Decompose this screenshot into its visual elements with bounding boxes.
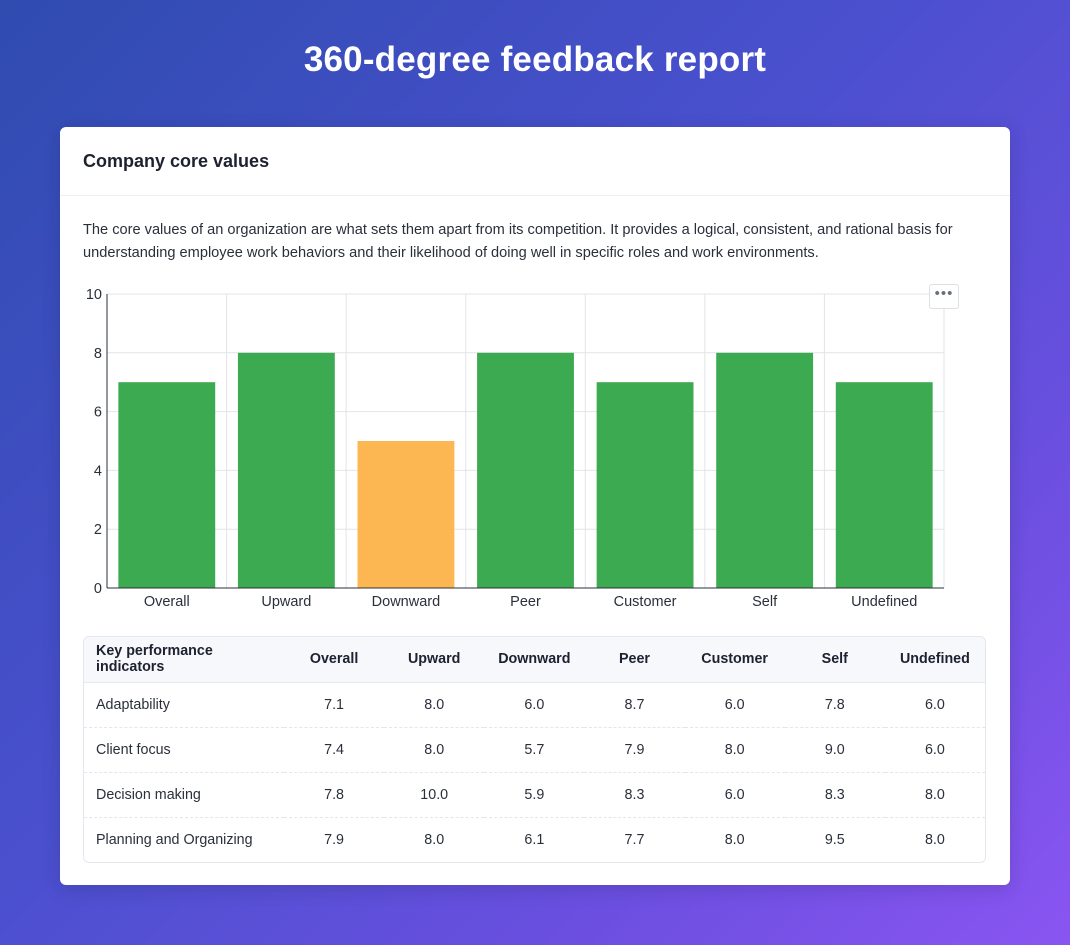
- kpi-score-cell: 7.4: [284, 727, 385, 773]
- x-tick-label: Self: [752, 594, 778, 610]
- table-header-cell: Self: [784, 637, 885, 683]
- table-header-cell: Customer: [684, 637, 785, 683]
- kpi-score-cell: 6.0: [484, 682, 585, 728]
- table-row: Planning and Organizing 7.9 8.0 6.1 7.7 8.0 9.…: [84, 817, 985, 862]
- table-header-cell: Overall: [284, 637, 385, 683]
- kpi-score-cell: 9.5: [824, 831, 845, 848]
- kpi-score-cell: 6.0: [684, 682, 785, 728]
- kpi-score-cell: 7.9: [324, 831, 344, 848]
- kpi-score-cell: 8.0: [384, 727, 485, 773]
- card-title: Company core values: [83, 151, 270, 171]
- kpi-score-cell: 7.8: [784, 682, 885, 728]
- kpi-score-cell: 7.7: [624, 831, 645, 848]
- x-tick-label: Customer: [614, 594, 677, 610]
- y-tick-label: 0: [94, 581, 102, 597]
- kpi-score-cell: 6.1: [524, 831, 545, 848]
- table-header-cell: Upward: [384, 637, 485, 683]
- bar-customer[interactable]: [596, 382, 694, 588]
- page-title: 360-degree feedback report: [303, 40, 767, 79]
- kpi-score-cell: 5.9: [484, 772, 585, 818]
- table-header-cell: Undefined: [884, 637, 985, 683]
- chart-menu-button[interactable]: •••: [929, 284, 959, 309]
- kpi-score-cell: 8.0: [384, 682, 485, 728]
- table-header-cell: Downward: [484, 637, 585, 683]
- bar-self[interactable]: [716, 352, 814, 588]
- y-tick-label: 6: [94, 405, 102, 421]
- x-tick-label: Undefined: [851, 594, 917, 610]
- table-header-row: Key performance indicators Overall Upward D…: [84, 637, 985, 683]
- more-options-icon: •••: [934, 285, 954, 302]
- table-header-cell: Key performance indicators: [84, 637, 284, 683]
- table-body: Adaptability 7.1 8.0 6.0 8.7 6.0 7.8 6.0 Client …: [84, 682, 985, 862]
- kpi-score-cell: 8.0: [684, 727, 785, 773]
- kpi-score-cell: 8.3: [784, 772, 885, 818]
- bar-upward[interactable]: [237, 352, 335, 588]
- kpi-score-cell: 8.0: [424, 831, 445, 848]
- bar-chart-svg: 0 2 4 6 8 10 Overall Upward Downward Peer Customer…: [86, 287, 945, 610]
- table-header-cell: Peer: [584, 637, 685, 683]
- bar-downward[interactable]: [357, 441, 455, 588]
- y-tick-label: 4: [94, 463, 102, 479]
- kpi-score-cell: 8.0: [884, 772, 985, 818]
- bar-undefined[interactable]: [835, 382, 933, 588]
- kpi-score-cell: 7.1: [284, 682, 385, 728]
- core-values-chart: 0 2 4 6 8 10 Overall Upward Downward Peer Customer…: [60, 282, 1010, 612]
- kpi-score-cell: 7.9: [584, 727, 685, 773]
- card-description: The core values of an organization are w…: [83, 222, 953, 261]
- y-tick-label: 2: [94, 522, 102, 538]
- kpi-score-cell: 6.0: [884, 682, 985, 728]
- bar-overall[interactable]: [118, 382, 216, 588]
- kpi-score-cell: 7.8: [284, 772, 385, 818]
- x-tick-label: Downward: [372, 594, 441, 610]
- kpi-name-cell: Adaptability: [84, 682, 284, 728]
- kpi-score-cell: 8.7: [584, 682, 685, 728]
- x-tick-label: Peer: [510, 594, 541, 610]
- x-tick-label: Overall: [144, 594, 190, 610]
- kpi-score-cell: 6.0: [884, 727, 985, 773]
- kpi-score-cell: 8.3: [584, 772, 685, 818]
- x-tick-label: Upward: [261, 594, 311, 610]
- kpi-table: Key performance indicators Overall Upward D…: [83, 636, 986, 863]
- y-tick-label: 10: [86, 287, 102, 303]
- table-row: Client focus 7.4 8.0 5.7 7.9 8.0 9.0 6.0: [84, 727, 985, 773]
- kpi-score-cell: 6.0: [684, 772, 785, 818]
- bar-peer[interactable]: [477, 352, 574, 588]
- table-row: Adaptability 7.1 8.0 6.0 8.7 6.0 7.8 6.0: [84, 682, 985, 728]
- kpi-name-cell: Decision making: [84, 772, 284, 818]
- card-header: Company core values: [60, 127, 1010, 196]
- kpi-name-cell: Client focus: [84, 727, 284, 773]
- kpi-score-cell: 5.7: [484, 727, 585, 773]
- y-tick-label: 8: [94, 346, 102, 362]
- table-row: Decision making 7.8 10.0 5.9 8.3 6.0 8.3 8.0: [84, 772, 985, 818]
- kpi-score-cell: 9.0: [784, 727, 885, 773]
- kpi-score-cell: 8.0: [924, 831, 945, 848]
- kpi-name-cell: Planning and Organizing: [96, 831, 253, 848]
- core-values-card: Company core values The core values of a…: [60, 127, 1010, 885]
- kpi-score-cell: 10.0: [384, 772, 485, 818]
- kpi-score-cell: 8.0: [724, 831, 745, 848]
